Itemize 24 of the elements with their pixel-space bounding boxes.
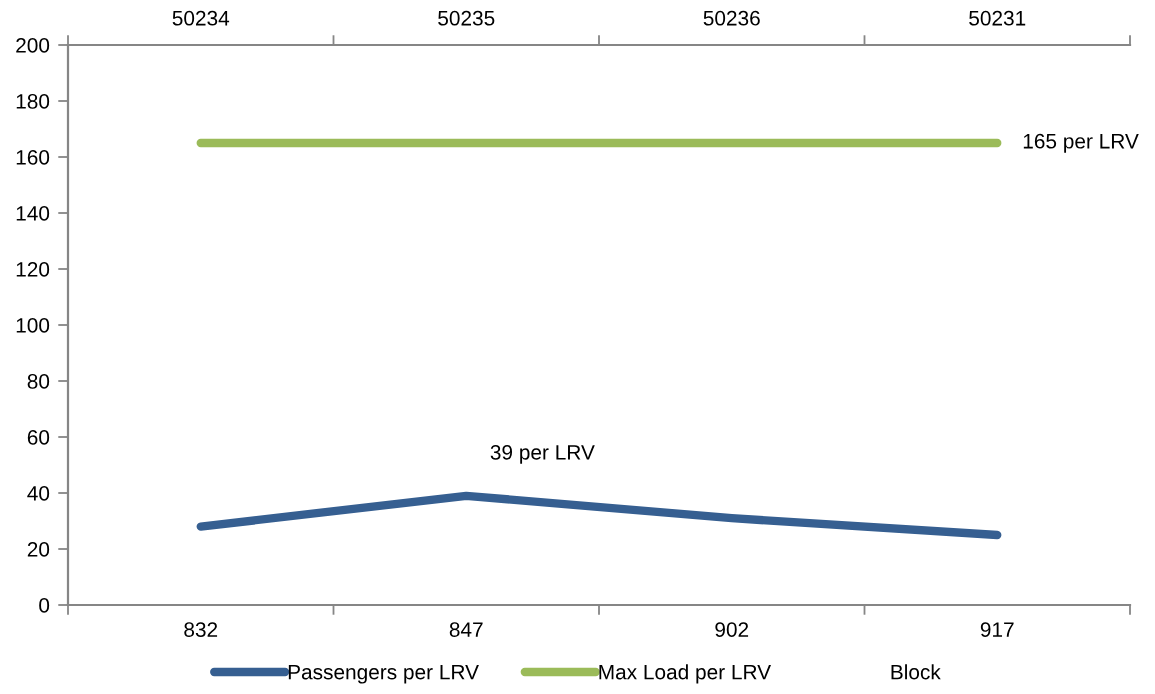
legend-label: Max Load per LRV (599, 664, 771, 684)
text: Block (891, 664, 941, 680)
x-tick-label: 917 (980, 622, 1014, 637)
x-tick-label: 832 (184, 622, 218, 637)
y-tick-label: 100 (16, 318, 50, 333)
y-tick-label: 180 (16, 94, 50, 109)
legend-label: Passengers per LRV (288, 664, 479, 684)
y-tick-label: 200 (16, 38, 50, 53)
y-tick-label: 80 (27, 374, 50, 389)
annotation: 39 per LRV (490, 444, 595, 464)
text: 50235 (438, 10, 495, 26)
annotation: 165 per LRV (1023, 133, 1139, 153)
y-tick-label: 120 (16, 262, 50, 277)
x-tick-label: 902 (715, 622, 749, 637)
x-tick-label: 847 (449, 622, 483, 637)
y-tick-label: 160 (16, 150, 50, 165)
y-tick-label: 20 (27, 542, 50, 557)
y-tick-label: 40 (27, 486, 50, 501)
text: 50234 (172, 10, 230, 26)
text: 50236 (703, 10, 760, 26)
y-tick-label: 0 (39, 598, 50, 613)
text: 50231 (969, 10, 1026, 26)
y-tick-label: 60 (27, 430, 50, 445)
y-tick-label: 140 (16, 206, 50, 221)
